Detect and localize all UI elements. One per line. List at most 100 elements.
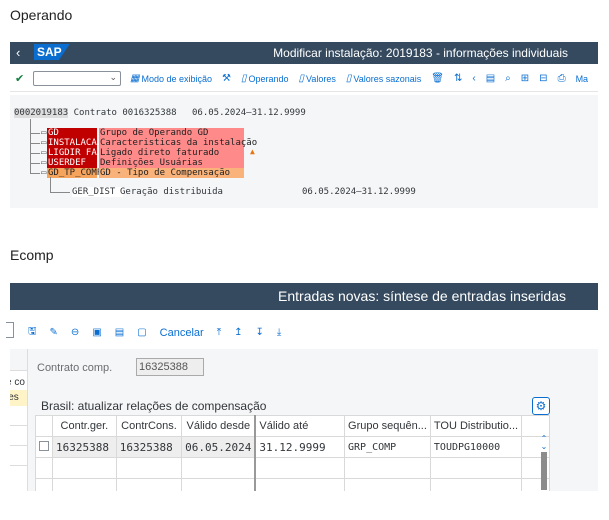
- table-cell[interactable]: GRP_COMP: [344, 436, 431, 458]
- document-icon: ▯: [298, 73, 305, 84]
- column-header[interactable]: ContrCons.: [115, 415, 183, 437]
- table-cell[interactable]: [429, 457, 523, 479]
- edit-icon[interactable]: ✎: [49, 327, 58, 338]
- cancel-button[interactable]: Cancelar: [159, 326, 204, 339]
- folder-icon[interactable]: ▭: [41, 168, 47, 178]
- tree-node-key[interactable]: USERDEF: [47, 158, 97, 168]
- next-page-icon[interactable]: ↧: [255, 327, 264, 338]
- table-cell[interactable]: [254, 457, 346, 479]
- operando-button[interactable]: ▯ Operando: [240, 73, 289, 84]
- column-header[interactable]: Grupo sequên...: [344, 415, 431, 437]
- table-cell[interactable]: [344, 457, 431, 479]
- deselect-icon[interactable]: ▢: [137, 327, 147, 338]
- window-title: Modificar instalação: 2019183 - informaç…: [273, 46, 568, 60]
- toolbar-2: 🖫 ✎ ⊖ ▣ ▤ ▢ Cancelar ⤒ ↥ ↧ ⤓: [6, 314, 598, 346]
- tool-icon[interactable]: ⚒: [222, 73, 231, 84]
- select-block-icon[interactable]: ▤: [114, 327, 125, 338]
- row-checkbox[interactable]: [39, 440, 49, 451]
- select-column-header: [35, 415, 53, 437]
- document-icon: ▯: [345, 73, 352, 84]
- check-icon[interactable]: ✔: [15, 73, 25, 85]
- folder-icon[interactable]: ▭: [41, 128, 47, 138]
- tree-area: 0002019183 Contrato 0016325388 06.05.202…: [10, 95, 598, 208]
- table-cell[interactable]: [429, 478, 523, 491]
- tree-node-key[interactable]: GD: [47, 128, 97, 138]
- table-cell[interactable]: [115, 457, 183, 479]
- settings-icon[interactable]: ⚙: [532, 397, 550, 415]
- table-cell[interactable]: [181, 478, 256, 491]
- toolbar: ✔ ⌄ ▦ Modo de exibição ⚒ ▯ Operando ▯ Valor…: [10, 66, 598, 92]
- command-field[interactable]: [6, 322, 14, 338]
- table-cell[interactable]: [254, 478, 346, 491]
- table-cell[interactable]: [52, 478, 117, 491]
- first-page-icon[interactable]: ⤒: [216, 327, 222, 338]
- table-cell[interactable]: 16325388: [52, 436, 117, 458]
- remove-icon[interactable]: ⊖: [70, 327, 80, 338]
- folder-icon[interactable]: ▭: [41, 148, 47, 158]
- table-cell[interactable]: 06.05.2024: [181, 436, 256, 458]
- tree-node-key[interactable]: INSTALACAO: [47, 138, 103, 148]
- table-cell[interactable]: TOUDPG10000: [429, 436, 523, 458]
- table-cell[interactable]: [181, 457, 256, 479]
- contrato-comp-label: Contrato comp.: [37, 362, 113, 374]
- left-row[interactable]: e co: [10, 377, 25, 388]
- contrato-comp-field[interactable]: 16325388: [136, 358, 204, 376]
- folder-icon[interactable]: ▭: [41, 158, 47, 168]
- column-header[interactable]: TOU Distributio...: [429, 415, 523, 437]
- table-cell[interactable]: [344, 478, 431, 491]
- expand-icon[interactable]: ⊞: [520, 73, 530, 84]
- delete-icon[interactable]: 🗑: [431, 73, 444, 84]
- table-cell[interactable]: 31.12.9999: [254, 436, 346, 458]
- root-text: Contrato 0016325388: [73, 108, 177, 118]
- sap-logo: SAP: [34, 44, 70, 60]
- folder-icon[interactable]: ▭: [41, 138, 47, 148]
- column-header[interactable]: Válido até: [254, 415, 346, 437]
- scrollbar-thumb: [541, 452, 547, 490]
- valores-sazonais-button[interactable]: ▯ Valores sazonais: [345, 73, 422, 84]
- tree-root[interactable]: 0002019183 Contrato 0016325388 06.05.202…: [14, 108, 306, 118]
- prev-page-icon[interactable]: ↥: [234, 327, 243, 338]
- compensation-table: Contr.ger. ContrCons. Válido desde Válido a…: [35, 415, 550, 491]
- zoom-icon[interactable]: ⌕: [505, 73, 511, 84]
- window-title-2: Entradas novas: síntese de entradas inse…: [278, 288, 566, 304]
- document-icon: ▯: [240, 73, 247, 84]
- warning-icon: ▲: [250, 147, 255, 156]
- select-all-icon[interactable]: ▣: [92, 327, 102, 338]
- scroll-arrows-icon: ⌃ ⌄: [540, 434, 548, 451]
- table-cell[interactable]: 16325388: [115, 436, 183, 458]
- left-row-highlight[interactable]: ies: [10, 390, 27, 406]
- vertical-scrollbar[interactable]: ⌃ ⌄: [539, 435, 549, 491]
- tree-node-key[interactable]: LIGDIR FAT: [47, 148, 103, 158]
- print-icon[interactable]: ⎙: [557, 73, 566, 84]
- back-icon[interactable]: ‹: [16, 45, 21, 60]
- tree-node-desc: Grupo de Operando GD: [99, 128, 244, 138]
- more-button[interactable]: Ma: [575, 73, 589, 84]
- command-field[interactable]: ⌄: [33, 71, 121, 86]
- table-row[interactable]: 16325388 16325388 06.05.2024 31.12.9999 GRP_…: [35, 436, 550, 458]
- save-icon[interactable]: 🖫: [28, 326, 37, 337]
- hierarchy-icon[interactable]: ⇅: [453, 73, 463, 84]
- shell-bar: ‹ SAP Modificar instalação: 2019183 - in…: [10, 42, 598, 64]
- column-header[interactable]: Contr.ger.: [52, 415, 117, 437]
- child-key[interactable]: GER_DIST: [72, 187, 124, 197]
- tree-node-desc: Ligado direto faturado: [99, 148, 244, 158]
- last-page-icon[interactable]: ⤓: [276, 327, 282, 338]
- table-title: Brasil: atualizar relações de compensaçã…: [41, 399, 267, 413]
- tree-node-desc: Definições Usuárias: [99, 158, 244, 168]
- column-header[interactable]: Válido desde: [181, 415, 256, 437]
- valores-button[interactable]: ▯ Valores: [298, 73, 336, 84]
- child-desc: Geração distribuida: [120, 187, 223, 197]
- tree-node-key[interactable]: GD_TP_COMP: [47, 168, 103, 178]
- collapse-icon[interactable]: ‹: [472, 73, 476, 84]
- display-mode-button[interactable]: ▦ Modo de exibição: [130, 73, 212, 84]
- content-area: e co ies Contrato comp. 16325388 Brasil:…: [10, 349, 598, 491]
- display-icon: ▦: [130, 73, 140, 84]
- child-dates: 06.05.2024—31.12.9999: [302, 187, 416, 197]
- table-cell[interactable]: [115, 478, 183, 491]
- table-row[interactable]: [35, 478, 550, 491]
- table-row[interactable]: [35, 457, 550, 479]
- calendar-icon[interactable]: ▤: [485, 73, 496, 84]
- collapse-all-icon[interactable]: ⊟: [539, 73, 548, 84]
- table-cell[interactable]: [52, 457, 117, 479]
- tree-node-desc: GD - Tipo de Compensação: [99, 168, 244, 178]
